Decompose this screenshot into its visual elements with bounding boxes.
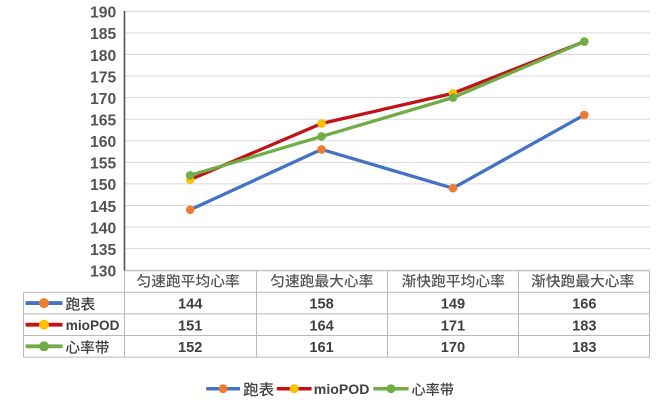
svg-text:145: 145	[90, 199, 116, 216]
svg-text:155: 155	[90, 156, 116, 173]
svg-text:150: 150	[90, 177, 116, 194]
svg-text:180: 180	[90, 48, 116, 65]
svg-text:183: 183	[572, 340, 596, 356]
svg-text:158: 158	[309, 297, 333, 313]
svg-text:135: 135	[90, 242, 116, 259]
svg-text:183: 183	[572, 318, 596, 334]
svg-text:175: 175	[90, 69, 116, 86]
svg-text:166: 166	[572, 297, 596, 313]
svg-text:mioPOD: mioPOD	[66, 318, 120, 333]
svg-text:144: 144	[178, 297, 203, 313]
svg-text:164: 164	[309, 318, 334, 334]
svg-text:130: 130	[90, 264, 116, 281]
svg-text:171: 171	[441, 318, 465, 334]
svg-text:185: 185	[90, 26, 116, 43]
svg-text:170: 170	[90, 91, 116, 108]
svg-text:165: 165	[90, 113, 116, 130]
svg-text:152: 152	[178, 340, 202, 356]
svg-text:140: 140	[90, 220, 116, 237]
svg-text:170: 170	[441, 340, 465, 356]
svg-text:160: 160	[90, 134, 116, 151]
svg-text:151: 151	[178, 318, 202, 334]
svg-text:190: 190	[90, 5, 116, 22]
svg-text:149: 149	[441, 297, 465, 313]
svg-text:mioPOD: mioPOD	[314, 381, 370, 397]
svg-text:161: 161	[309, 340, 333, 356]
